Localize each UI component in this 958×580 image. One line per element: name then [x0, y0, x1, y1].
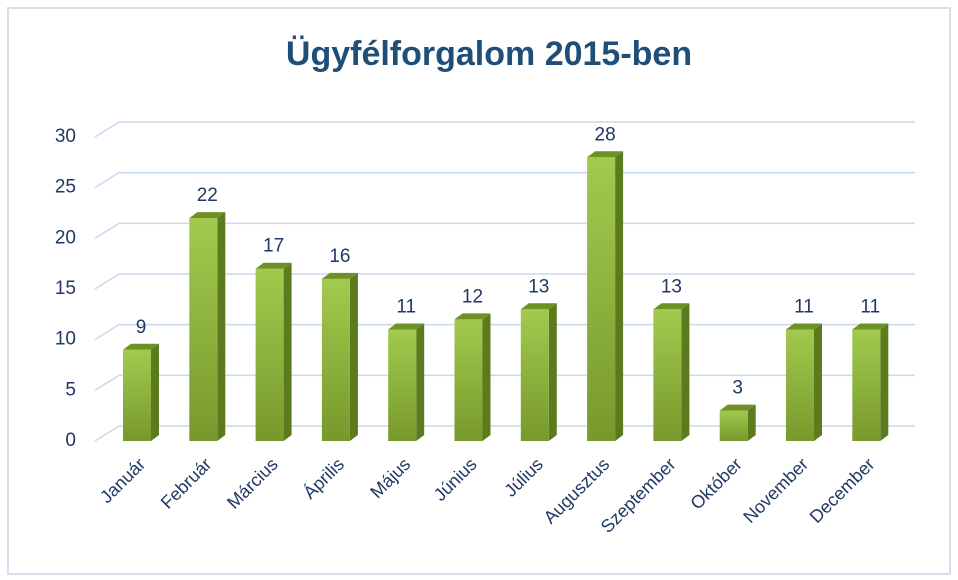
y-tick-label: 20	[55, 227, 76, 248]
bar-front	[454, 319, 483, 441]
bar-top	[719, 404, 756, 411]
value-label: 28	[595, 124, 616, 145]
grid-line	[94, 121, 915, 138]
bar	[719, 404, 756, 441]
bar-side	[681, 303, 690, 441]
bar-side	[217, 212, 226, 441]
grid-line	[94, 323, 915, 341]
bar-front	[653, 309, 682, 441]
grid-line	[94, 222, 915, 239]
value-label: 13	[528, 276, 549, 297]
bar	[255, 262, 292, 441]
y-tick-label: 0	[65, 430, 76, 451]
bar-side	[283, 262, 292, 441]
bar	[454, 313, 491, 441]
bar-side	[814, 323, 822, 441]
bar-side	[548, 303, 557, 441]
grid-line	[94, 374, 915, 391]
bar-top	[852, 323, 889, 330]
bar-front	[321, 278, 350, 441]
bar-top	[189, 212, 226, 219]
bar-side	[880, 323, 889, 441]
bar	[321, 272, 358, 441]
bar-top	[587, 151, 624, 158]
value-label: 9	[136, 317, 147, 338]
value-label: 11	[794, 297, 814, 318]
bar-top	[321, 272, 358, 279]
bar	[388, 323, 425, 441]
y-tick-label: 25	[55, 177, 76, 198]
grid-line	[94, 171, 915, 189]
bar-side	[482, 313, 491, 441]
value-label: 11	[396, 297, 416, 318]
bar-front	[786, 329, 814, 441]
value-label: 11	[860, 297, 880, 318]
grid-line	[94, 273, 915, 290]
bar-side	[416, 323, 425, 441]
bar	[520, 303, 557, 441]
value-label: 12	[462, 286, 483, 307]
bar-side	[615, 151, 624, 441]
bar-top	[123, 343, 159, 350]
bar-front	[255, 268, 284, 441]
bar-side	[349, 272, 358, 441]
bar	[653, 303, 690, 441]
bar	[587, 151, 624, 441]
value-label: 3	[732, 378, 743, 399]
y-tick-label: 5	[65, 379, 76, 400]
bar-front	[388, 329, 417, 441]
bar-front	[520, 309, 549, 441]
chart-title: Ügyfélforgalom 2015-ben	[286, 35, 692, 73]
bar-top	[520, 303, 557, 310]
bar-top	[255, 262, 292, 269]
bar	[189, 212, 226, 441]
bar-front	[123, 349, 151, 441]
bar-top	[653, 303, 690, 310]
value-label: 22	[197, 185, 218, 206]
value-label: 16	[329, 246, 350, 267]
bar-top	[454, 313, 491, 320]
grid-line	[94, 425, 915, 442]
bar-top	[388, 323, 425, 330]
y-tick-label: 10	[55, 329, 76, 350]
bar-side	[151, 343, 159, 441]
chart-border	[7, 7, 951, 575]
bar	[852, 323, 889, 441]
bar	[786, 323, 822, 441]
value-label: 17	[263, 236, 284, 257]
bar-front	[189, 218, 218, 441]
value-label: 13	[661, 276, 682, 297]
bar-front	[852, 329, 881, 441]
bar	[123, 343, 159, 441]
bar-top	[786, 323, 822, 330]
y-tick-label: 15	[55, 278, 76, 299]
y-tick-label: 30	[55, 126, 76, 147]
bar-front	[719, 410, 748, 441]
bar-front	[587, 157, 616, 441]
bar-side	[747, 404, 756, 441]
